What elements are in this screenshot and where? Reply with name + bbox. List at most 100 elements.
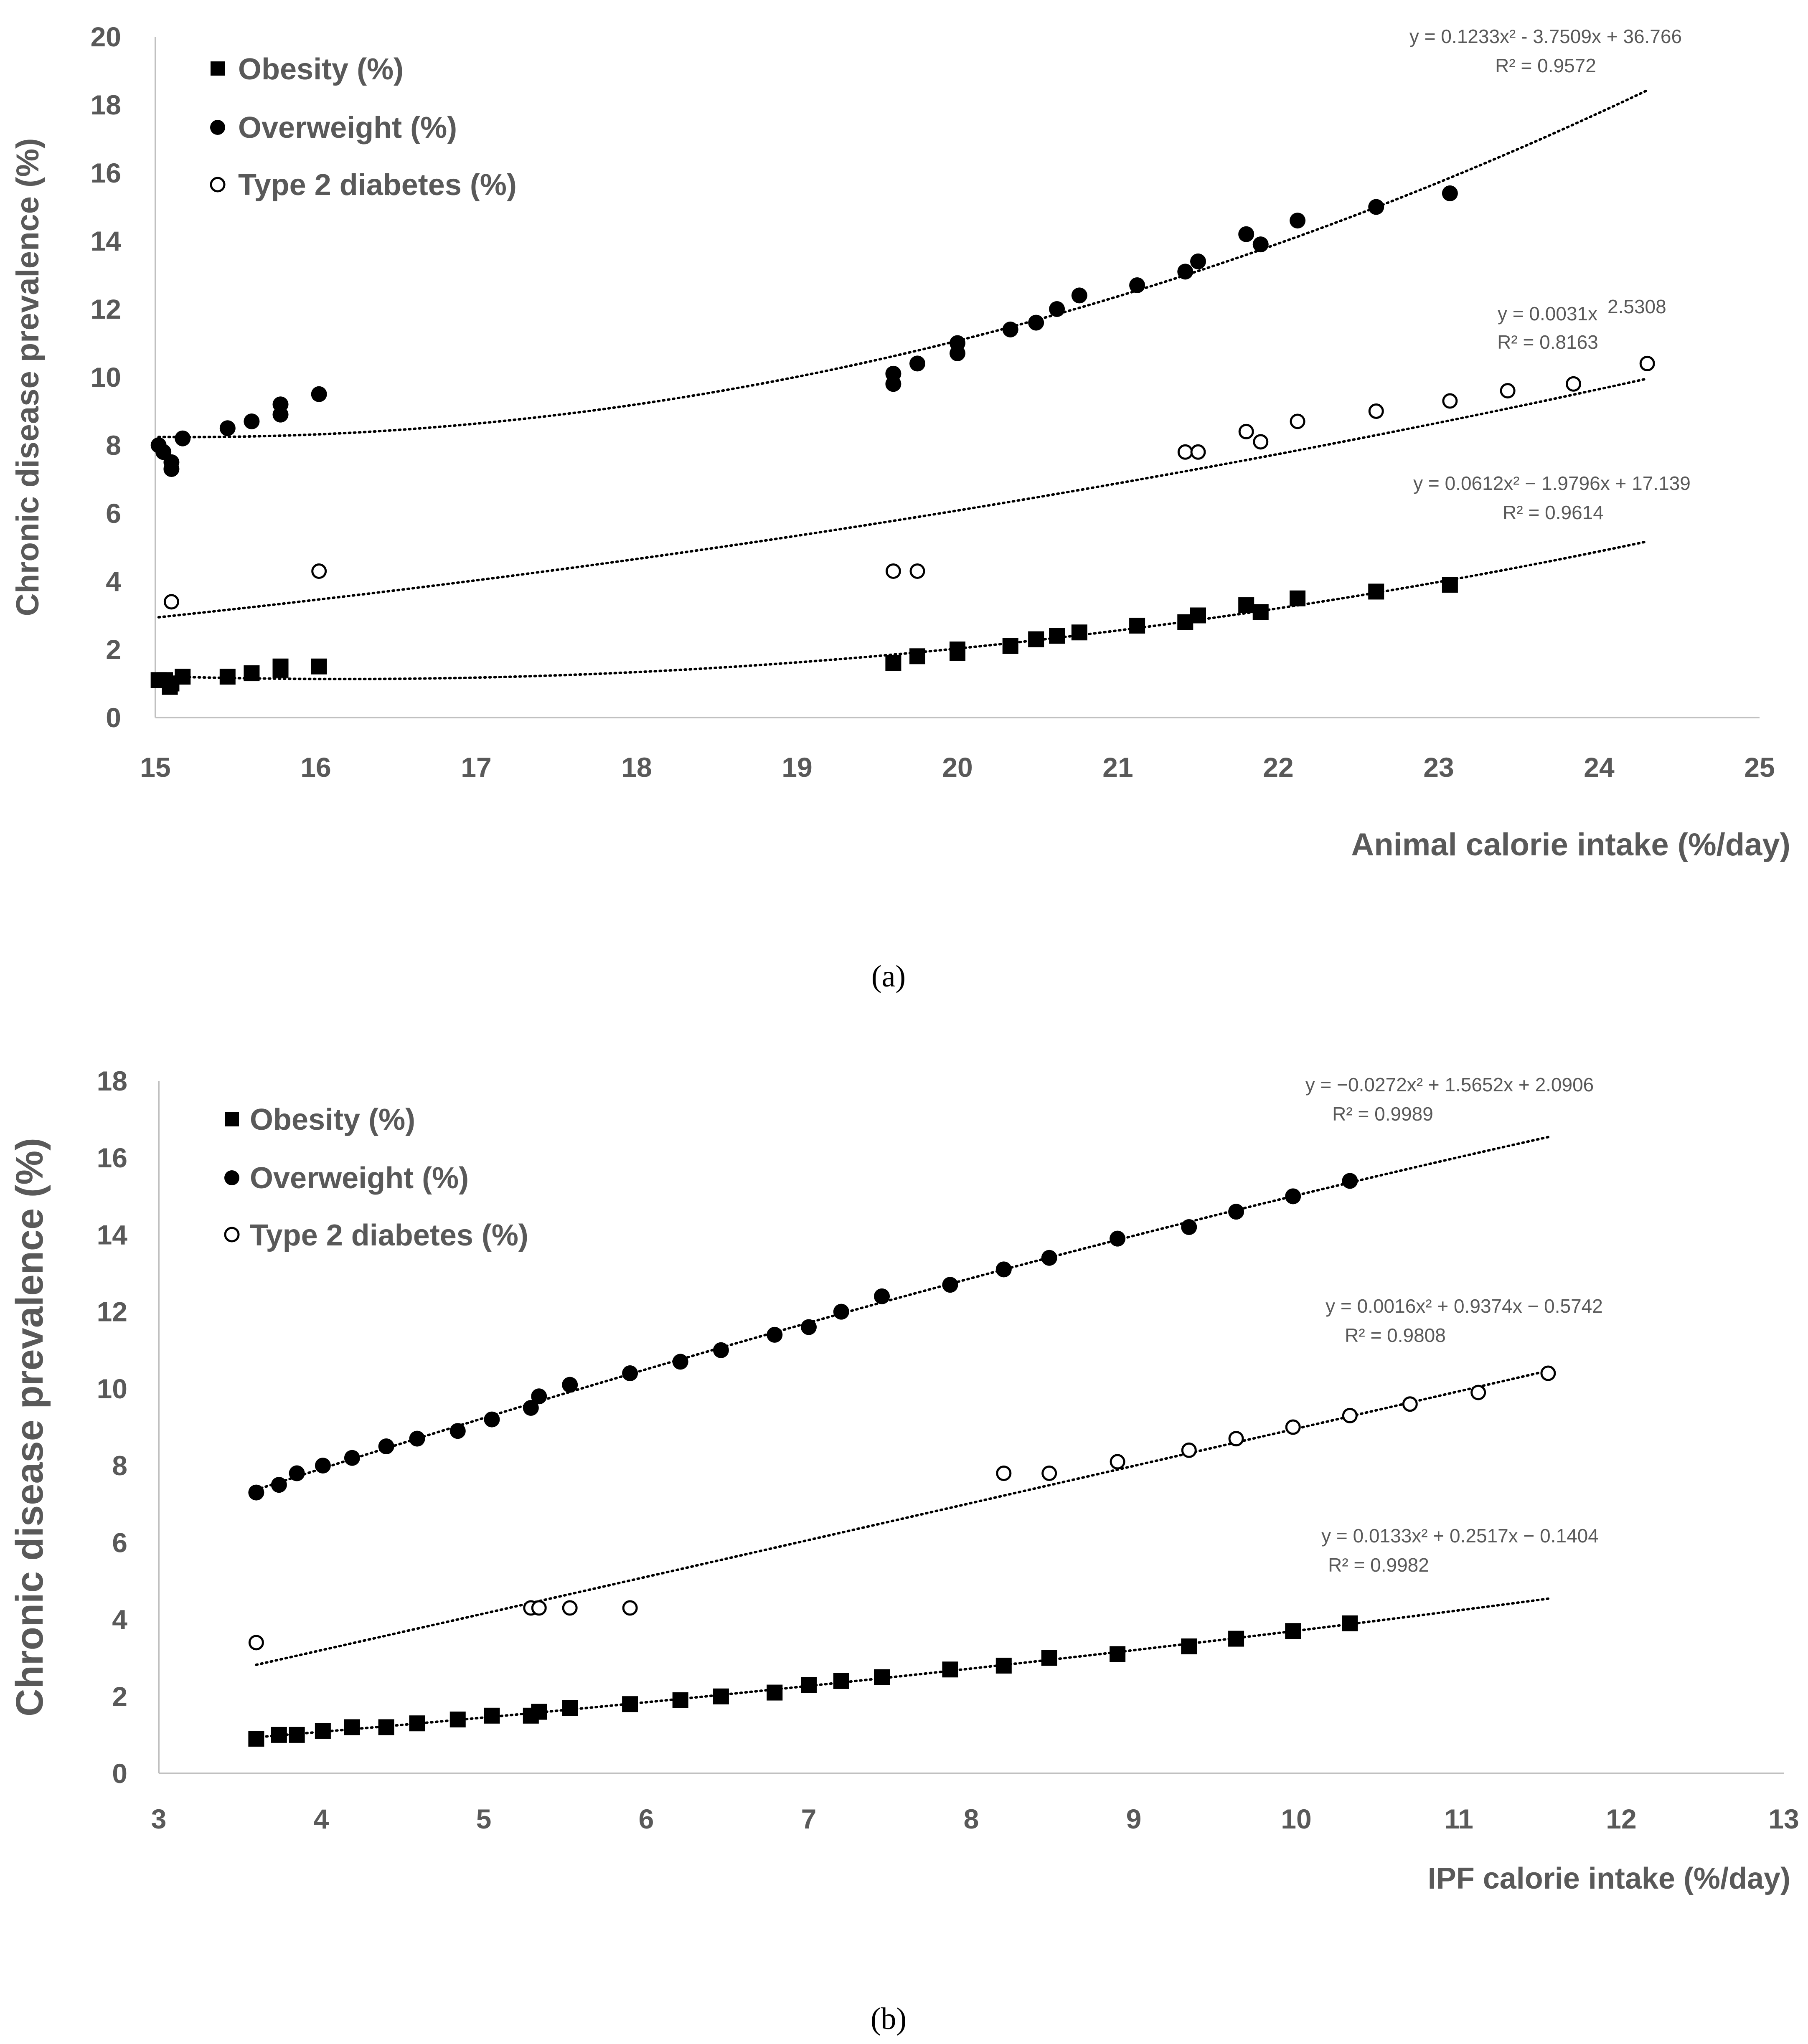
panel-a-point-obesity <box>950 645 965 661</box>
panel-b-x-tick-label: 11 <box>1444 1803 1473 1834</box>
panel-a-point-obesity <box>885 655 901 671</box>
panel-b-x-tick-label: 7 <box>801 1803 817 1834</box>
panel-a-x-axis-title: Animal calorie intake (%/day) <box>1351 827 1790 862</box>
panel-b-point-overweight <box>672 1354 688 1370</box>
panel-b-point-type-2-diabetes <box>996 1466 1012 1481</box>
panel-a-point-obesity <box>1002 638 1018 654</box>
panel-b-trendline-overweight <box>255 1136 1549 1491</box>
panel-b-point-type-2-diabetes <box>248 1635 264 1651</box>
panel-a-point-obesity <box>1129 617 1145 634</box>
panel-a-y-tick-label: 10 <box>91 362 121 393</box>
panel-b-data-points <box>248 1173 1556 1747</box>
panel-a-point-overweight <box>1190 253 1206 269</box>
panel-b-legend-obesity: Obesity (%) <box>250 1103 415 1136</box>
legend-diabetes-marker <box>224 1227 240 1243</box>
panel-b-y-ticks: 0 2 4 6 8 10 12 14 16 18 <box>97 1065 128 1789</box>
panel-a-diabetes-r2: R² = 0.8163 <box>1497 331 1598 353</box>
panel-a-point-overweight <box>1368 199 1384 215</box>
panel-b-point-obesity <box>289 1727 305 1743</box>
panel-a-x-tick-label: 22 <box>1263 752 1293 783</box>
panel-b-point-type-2-diabetes <box>1470 1385 1486 1400</box>
panel-b-point-overweight <box>271 1477 287 1493</box>
panel-b-y-tick-label: 14 <box>97 1219 128 1250</box>
panel-b-trendline-type-2-diabetes <box>255 1369 1549 1666</box>
panel-b-point-obesity <box>562 1700 578 1716</box>
panel-a-y-tick-label: 6 <box>106 498 121 529</box>
panel-b-y-axis-title: Chronic disease prevalence (%) <box>8 1138 51 1717</box>
panel-a-point-obesity <box>1190 607 1206 624</box>
panel-a-point-overweight <box>1177 264 1193 280</box>
panel-b-point-type-2-diabetes <box>1041 1466 1057 1481</box>
panel-a-diabetes-equation: y = 0.0031x <box>1498 303 1597 325</box>
panel-a-label: (a) <box>871 959 906 994</box>
panel-b-point-obesity <box>713 1688 729 1704</box>
panel-b-point-overweight <box>484 1411 500 1428</box>
panel-b-point-overweight <box>942 1277 958 1293</box>
panel-a-legend-diabetes: Type 2 diabetes (%) <box>238 168 517 202</box>
panel-a-point-overweight <box>1028 314 1044 331</box>
panel-b-point-overweight <box>531 1388 547 1405</box>
panel-a-overweight-equation: y = 0.1233x² - 3.7509x + 36.766 <box>1409 25 1682 47</box>
panel-b-diabetes-equation: y = 0.0016x² + 0.9374x − 0.5742 <box>1326 1295 1603 1317</box>
panel-b-point-obesity <box>1110 1646 1126 1662</box>
panel-b-point-overweight <box>289 1465 305 1481</box>
panel-a-point-type-2-diabetes <box>1639 355 1655 371</box>
panel-b-legend: Obesity (%) Overweight (%) Type 2 diabet… <box>224 1103 528 1252</box>
panel-b-point-obesity <box>1342 1615 1358 1631</box>
panel-a-point-obesity <box>1442 577 1458 593</box>
panel-b-x-ticks: 3 4 5 6 7 8 9 10 11 12 13 <box>151 1803 1799 1834</box>
panel-a-point-overweight <box>175 430 191 446</box>
panel-a-point-overweight <box>909 355 925 372</box>
panel-b-point-obesity <box>378 1719 394 1735</box>
panel-b-x-tick-label: 4 <box>314 1803 329 1834</box>
panel-b-y-tick-label: 16 <box>97 1142 127 1173</box>
panel-a-trendline-obesity <box>157 540 1649 680</box>
panel-b-point-overweight <box>1228 1204 1244 1220</box>
panel-a-point-obesity <box>175 669 191 685</box>
panel-a-legend-overweight: Overweight (%) <box>238 111 457 145</box>
panel-a-y-tick-label: 4 <box>106 566 121 597</box>
panel-a-point-obesity <box>244 665 260 682</box>
panel-a-point-obesity <box>1071 624 1087 641</box>
panel-a-point-overweight <box>311 386 327 402</box>
panel-b-point-overweight <box>1342 1173 1358 1189</box>
panel-a-point-obesity <box>909 648 925 664</box>
panel-a-point-overweight <box>885 376 901 392</box>
legend-obesity-marker <box>211 61 225 76</box>
panel-a-obesity-equation: y = 0.0612x² − 1.9796x + 17.139 <box>1413 472 1691 494</box>
panel-a-y-ticks: 0 2 4 6 8 10 12 14 16 18 20 <box>91 21 122 733</box>
panel-a-point-obesity <box>1028 631 1044 647</box>
legend-overweight-marker <box>224 1170 239 1185</box>
panel-a-legend: Obesity (%) Overweight (%) Type 2 diabet… <box>210 53 517 202</box>
panel-b-point-overweight <box>874 1288 890 1304</box>
legend-obesity-marker <box>225 1112 239 1126</box>
panel-b-point-obesity <box>248 1731 264 1747</box>
panel-a-point-type-2-diabetes <box>1238 424 1254 439</box>
panel-a-diabetes-equation-exponent: 2.5308 <box>1607 296 1666 317</box>
panel-b-point-overweight <box>378 1438 394 1455</box>
panel-b-point-type-2-diabetes <box>1540 1365 1556 1381</box>
panel-b-x-axis-title: IPF calorie intake (%/day) <box>1428 1862 1790 1895</box>
panel-b-point-type-2-diabetes <box>562 1600 578 1616</box>
panel-b-x-tick-label: 5 <box>476 1803 492 1834</box>
panel-a-point-overweight <box>1238 226 1254 242</box>
panel-b-point-type-2-diabetes <box>1342 1407 1358 1423</box>
panel-b-point-obesity <box>995 1658 1012 1674</box>
panel-b-point-obesity <box>449 1712 466 1728</box>
panel-b-point-obesity <box>531 1704 547 1720</box>
panel-a-x-tick-label: 25 <box>1744 752 1775 783</box>
panel-a-point-obesity <box>272 662 289 678</box>
panel-b-point-obesity <box>942 1661 958 1678</box>
panel-a-point-type-2-diabetes <box>1442 393 1458 409</box>
panel-b-point-overweight <box>995 1261 1012 1278</box>
panel-b-x-tick-label: 6 <box>639 1803 654 1834</box>
panel-a-data-points <box>150 185 1655 695</box>
panel-a-trendline-type-2-diabetes <box>157 377 1649 619</box>
panel-b-point-type-2-diabetes <box>622 1600 638 1616</box>
panel-b-equations: y = −0.0272x² + 1.5652x + 2.0906 R² = 0.… <box>1305 1074 1603 1576</box>
panel-b-point-overweight <box>344 1450 360 1466</box>
panel-a-overweight-r2: R² = 0.9572 <box>1495 55 1596 76</box>
panel-b-point-obesity <box>344 1719 360 1735</box>
